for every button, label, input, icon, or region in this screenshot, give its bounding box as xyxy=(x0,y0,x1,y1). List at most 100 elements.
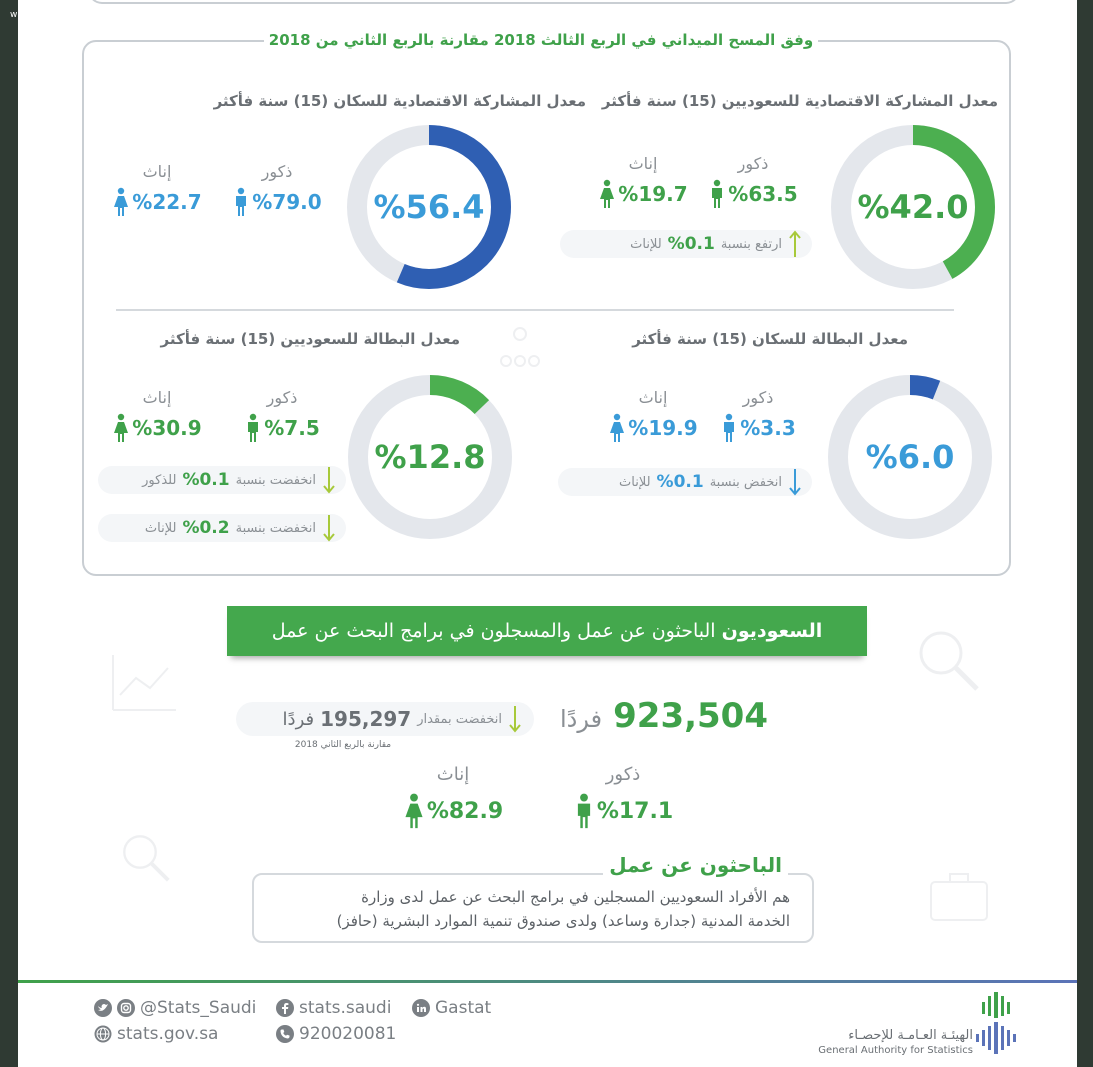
up-arrow-icon xyxy=(789,230,801,257)
survey-title: وفق المسح الميداني في الربع الثالث 2018 … xyxy=(264,27,818,53)
down-arrow-icon xyxy=(323,467,335,494)
job-seekers-banner: السعوديون الباحثون عن عمل والمسجلون في ب… xyxy=(227,606,867,656)
male-stat: ذكور %7.5 xyxy=(227,388,337,443)
change-value: %0.1 xyxy=(656,472,704,492)
decrease-unit: فردًا xyxy=(282,708,315,730)
female-person-icon xyxy=(600,179,615,208)
female-person-icon xyxy=(114,413,129,442)
panel-divider xyxy=(116,309,954,311)
panel-title: معدل البطالة للسكان (15) سنة فأكثر xyxy=(632,330,908,348)
change-pill-male: انخفضت بنسبة %0.1 للذكور xyxy=(98,466,346,494)
panel-population-unemployment: معدل البطالة للسكان (15) سنة فأكثر %6.0 … xyxy=(558,330,998,570)
female-person-icon xyxy=(610,413,625,442)
female-value: %22.7 xyxy=(132,190,202,214)
change-value: %0.2 xyxy=(182,518,230,538)
female-stat: إناث %19.9 xyxy=(598,388,708,443)
top-frame-edge xyxy=(88,0,1020,4)
female-value: %30.9 xyxy=(132,416,202,440)
line-chart-bg-icon xyxy=(112,655,176,711)
total-seekers: 923,504 فردًا xyxy=(558,696,768,740)
corner-mark: w xyxy=(10,10,18,20)
gastat-logo-text: الهيئـة العـامـة للإحصـاء General Author… xyxy=(803,1028,973,1056)
female-value: %19.9 xyxy=(628,416,698,440)
magnifier-bg-icon xyxy=(919,631,979,691)
definition-line-1: هم الأفراد السعوديين المسجلين في برامج ا… xyxy=(361,888,790,906)
decrease-label: انخفضت بمقدار xyxy=(417,711,502,727)
female-person-icon xyxy=(114,187,129,216)
change-suffix: للذكور xyxy=(142,472,177,488)
infographic-page: وفق المسح الميداني في الربع الثالث 2018 … xyxy=(18,0,1077,1067)
website-link[interactable]: stats.gov.sa xyxy=(94,1024,218,1044)
total-unit: فردًا xyxy=(559,705,603,733)
male-label: ذكور xyxy=(605,764,641,785)
male-label: ذكور xyxy=(266,388,298,407)
female-stat: إناث %22.7 xyxy=(102,162,212,217)
donut-chart: %12.8 xyxy=(345,372,515,542)
logo-arabic: الهيئـة العـامـة للإحصـاء xyxy=(848,1028,973,1043)
panel-title: معدل البطالة للسعوديين (15) سنة فأكثر xyxy=(160,330,460,348)
panel-title: معدل المشاركة الاقتصادية للسعوديين (15) … xyxy=(601,92,998,110)
change-label: ارتفع بنسبة xyxy=(720,236,782,252)
donut-chart: %42.0 xyxy=(828,122,998,292)
change-label: انخفض بنسبة xyxy=(709,474,782,490)
male-value: %17.1 xyxy=(596,798,674,824)
definition-title-text: الباحثون عن عمل xyxy=(603,853,788,877)
facebook-link[interactable]: stats.saudi xyxy=(276,998,391,1018)
definition-line-2: الخدمة المدنية (جدارة وساعد) ولدى صندوق … xyxy=(336,912,790,930)
change-value: %0.1 xyxy=(182,470,230,490)
seekers-female-stat: إناث %82.9 xyxy=(388,764,518,831)
panel-saudi-participation: معدل المشاركة الاقتصادية للسعوديين (15) … xyxy=(558,92,998,332)
change-label: انخفضت بنسبة xyxy=(235,520,316,536)
phone-icon xyxy=(276,1025,294,1043)
down-arrow-icon xyxy=(509,706,521,733)
male-person-icon xyxy=(577,793,590,829)
female-label: إناث xyxy=(142,162,172,181)
female-label: إناث xyxy=(638,388,668,407)
change-value: %0.1 xyxy=(667,234,715,254)
change-suffix: للإناث xyxy=(144,520,177,536)
briefcase-bg-icon xyxy=(930,873,988,921)
compare-note: مقارنة بالربع الثاني 2018 xyxy=(294,740,392,750)
decrease-number: 195,297 xyxy=(320,707,412,731)
twitter-icon xyxy=(94,999,112,1017)
facebook-handle: stats.saudi xyxy=(299,998,392,1018)
male-label: ذكور xyxy=(742,388,774,407)
female-label: إناث xyxy=(628,154,658,173)
linkedin-handle: Gastat xyxy=(435,998,492,1018)
change-pill: ارتفع بنسبة %0.1 للإناث xyxy=(560,230,812,258)
male-value: %3.3 xyxy=(740,416,796,440)
website-text: stats.gov.sa xyxy=(117,1024,219,1044)
female-value: %19.7 xyxy=(618,182,688,206)
logo-english: General Authority for Statistics xyxy=(818,1045,973,1056)
panel-saudi-unemployment: معدل البطالة للسعوديين (15) سنة فأكثر %1… xyxy=(82,330,522,570)
male-person-icon xyxy=(236,187,247,216)
male-value: %63.5 xyxy=(728,182,798,206)
decrease-pill: انخفضت بمقدار 195,297 فردًا xyxy=(236,702,534,736)
donut-value: %42.0 xyxy=(857,188,969,226)
male-value: %79.0 xyxy=(252,190,322,214)
change-pill: انخفض بنسبة %0.1 للإناث xyxy=(558,468,812,496)
twitter-instagram-link[interactable]: @Stats_Saudi xyxy=(94,998,256,1018)
donut-chart: %56.4 xyxy=(344,122,514,292)
down-arrow-icon xyxy=(789,469,801,496)
linkedin-icon xyxy=(412,999,430,1017)
definition-box: هم الأفراد السعوديين المسجلين في برامج ا… xyxy=(252,873,814,943)
twitter-handle: @Stats_Saudi xyxy=(140,998,257,1018)
down-arrow-icon xyxy=(323,515,335,542)
male-label: ذكور xyxy=(261,162,293,181)
male-stat: ذكور %3.3 xyxy=(703,388,813,443)
instagram-icon xyxy=(117,999,135,1017)
panel-title: معدل المشاركة الاقتصادية للسكان (15) سنة… xyxy=(213,92,586,110)
male-person-icon xyxy=(712,179,723,208)
facebook-icon xyxy=(276,999,294,1017)
phone-number: 920020081 xyxy=(299,1024,397,1044)
male-stat: ذكور %63.5 xyxy=(698,154,808,209)
gastat-logo-mark xyxy=(976,992,1016,1054)
footer-divider xyxy=(18,980,1077,983)
linkedin-link[interactable]: Gastat xyxy=(412,998,491,1018)
phone-link[interactable]: 920020081 xyxy=(276,1024,396,1044)
change-suffix: للإناث xyxy=(619,474,651,490)
female-stat: إناث %30.9 xyxy=(102,388,212,443)
magnifier-small-bg-icon xyxy=(123,835,170,882)
female-stat: إناث %19.7 xyxy=(588,154,698,209)
